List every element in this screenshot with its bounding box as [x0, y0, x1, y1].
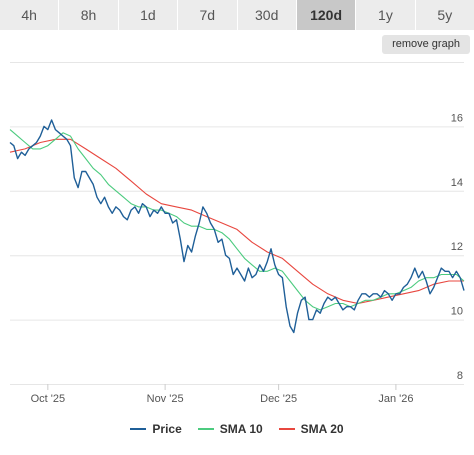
- price-chart: 8 10 12 14 16 Oct '25 Nov '25 Dec '25 Jan '26: [9, 62, 465, 405]
- legend-swatch-price: [130, 428, 147, 430]
- y-axis-ticks: 8 10 12 14 16: [451, 112, 463, 382]
- legend: Price SMA 10 SMA 20: [0, 418, 474, 440]
- range-tab-30d[interactable]: 30d: [237, 0, 297, 30]
- series-line-sma10: [9, 129, 465, 311]
- range-tab-4h[interactable]: 4h: [0, 0, 60, 30]
- y-tick-label: 10: [451, 306, 463, 318]
- range-tab-7d[interactable]: 7d: [178, 0, 238, 30]
- x-tick-label: Jan '26: [378, 393, 413, 405]
- series-line-price: [9, 119, 465, 334]
- y-tick-label: 14: [451, 177, 463, 189]
- y-tick-label: 16: [451, 112, 463, 124]
- range-tab-1d[interactable]: 1d: [118, 0, 179, 30]
- series-line-sma20: [9, 138, 464, 305]
- range-tab-1y[interactable]: 1y: [356, 0, 416, 30]
- legend-item-price[interactable]: Price: [130, 422, 182, 436]
- y-tick-label: 12: [451, 241, 463, 253]
- legend-label-price: Price: [152, 422, 182, 436]
- range-selector: 4h 8h 1d 7d 30d 120d 1y 5y: [0, 0, 474, 30]
- legend-item-sma-20[interactable]: SMA 20: [278, 422, 344, 436]
- gridlines: [10, 62, 464, 385]
- range-tab-8h[interactable]: 8h: [59, 0, 119, 30]
- legend-label-sma-20: SMA 20: [300, 422, 344, 436]
- x-tick-label: Oct '25: [31, 393, 66, 405]
- range-tab-120d[interactable]: 120d: [296, 0, 357, 30]
- legend-item-sma-10[interactable]: SMA 10: [197, 422, 263, 436]
- x-tick-label: Dec '25: [260, 393, 297, 405]
- x-tick-label: Nov '25: [147, 393, 184, 405]
- remove-graph-button[interactable]: remove graph: [382, 35, 470, 54]
- range-tab-5y[interactable]: 5y: [415, 0, 474, 30]
- legend-swatch-sma-20: [278, 428, 295, 430]
- y-tick-label: 8: [457, 370, 463, 382]
- series-lines: [9, 119, 465, 334]
- x-axis-ticks: Oct '25 Nov '25 Dec '25 Jan '26: [31, 384, 413, 405]
- legend-label-sma-10: SMA 10: [219, 422, 263, 436]
- legend-swatch-sma-10: [197, 428, 214, 430]
